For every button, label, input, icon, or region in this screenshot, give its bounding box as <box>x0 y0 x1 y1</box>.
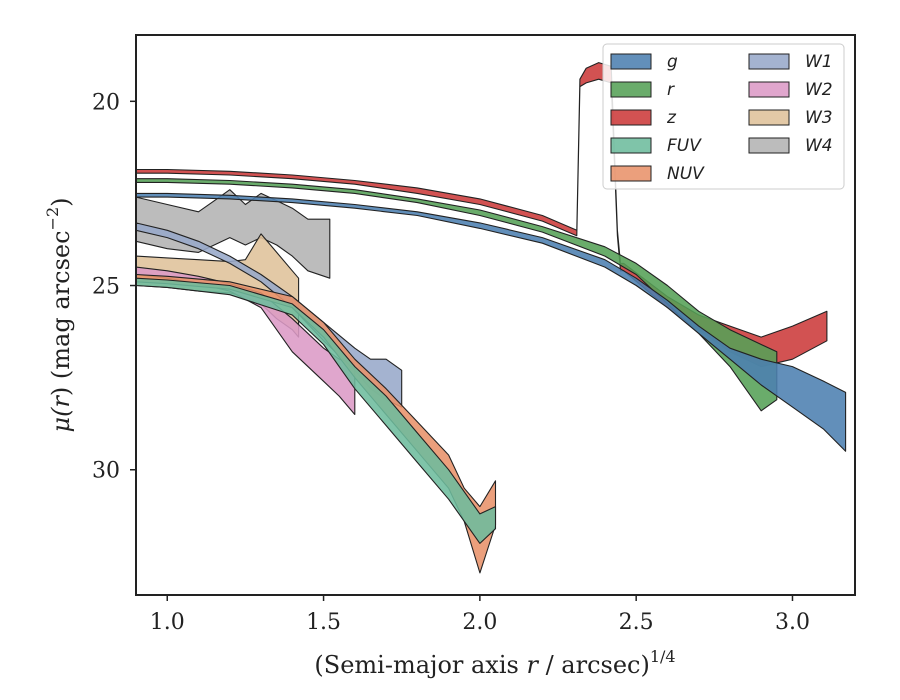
legend-label-w2: W2 <box>805 80 833 100</box>
plot-border <box>135 34 856 596</box>
legend-label-w1: W1 <box>805 52 833 72</box>
band-r <box>135 178 778 412</box>
legend-swatch-w3 <box>748 109 790 126</box>
legend-swatch-w4 <box>748 137 790 154</box>
x-axis-label: (Semi-major axis r / arcsec)1/4 <box>314 647 675 679</box>
axis-ticks: 1.0 1.5 2.0 2.5 3.0 20 25 30 <box>92 90 810 635</box>
legend-label-z: z <box>666 108 677 128</box>
legend-swatch-w1 <box>748 53 790 70</box>
legend: grz FUV NUV W1 W2 W3 W4 <box>602 43 845 190</box>
x-tick-label: 1.5 <box>306 610 341 635</box>
x-tick-label: 1.0 <box>150 610 185 635</box>
legend-swatch-nuv <box>610 165 652 182</box>
x-tick-label: 3.0 <box>775 610 810 635</box>
legend-swatch-w2 <box>748 81 790 98</box>
plot-frame <box>135 34 856 596</box>
legend-swatch-fuv <box>610 137 652 154</box>
y-tick-label: 30 <box>92 459 120 484</box>
y-axis-label: μ(r) (mag arcsec−2) <box>43 197 75 432</box>
legend-swatch-g <box>610 53 652 70</box>
band-fuv <box>135 277 497 544</box>
x-tick-label: 2.5 <box>619 610 654 635</box>
legend-label-w3: W3 <box>805 108 833 128</box>
y-tick-label: 25 <box>92 275 120 300</box>
legend-swatch-r <box>610 81 652 98</box>
legend-label-w4: W4 <box>805 136 833 156</box>
legend-label-fuv: FUV <box>667 136 702 156</box>
legend-label-g: g <box>667 52 678 72</box>
legend-swatch-z <box>610 109 652 126</box>
x-tick-label: 2.0 <box>462 610 497 635</box>
series-bands <box>135 62 847 574</box>
band-g <box>135 192 847 452</box>
band-nuv <box>135 273 497 574</box>
legend-label-nuv: NUV <box>667 164 705 184</box>
y-tick-label: 20 <box>92 90 120 115</box>
legend-label-r: r <box>667 80 675 100</box>
